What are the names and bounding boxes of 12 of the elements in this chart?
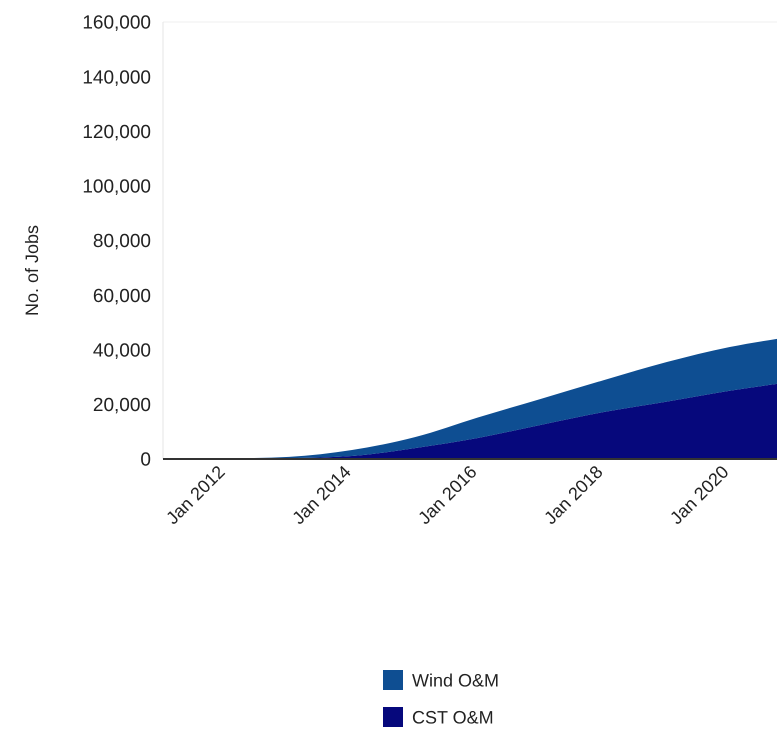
- y-tick-label: 100,000: [82, 176, 151, 198]
- y-axis-title: No. of Jobs: [22, 224, 42, 316]
- y-tick-label: 80,000: [92, 231, 151, 252]
- y-tick-label: 40,000: [92, 340, 151, 362]
- legend-label: CST O&M: [412, 707, 494, 728]
- y-tick-label: 120,000: [82, 122, 151, 143]
- y-tick-label: 60,000: [92, 286, 151, 307]
- y-tick-label: 20,000: [92, 395, 151, 416]
- y-tick-label: 0: [140, 450, 151, 471]
- y-tick-label: 160,000: [82, 12, 151, 34]
- legend-label: Wind O&M: [412, 670, 500, 690]
- y-tick-label: 140,000: [82, 67, 151, 88]
